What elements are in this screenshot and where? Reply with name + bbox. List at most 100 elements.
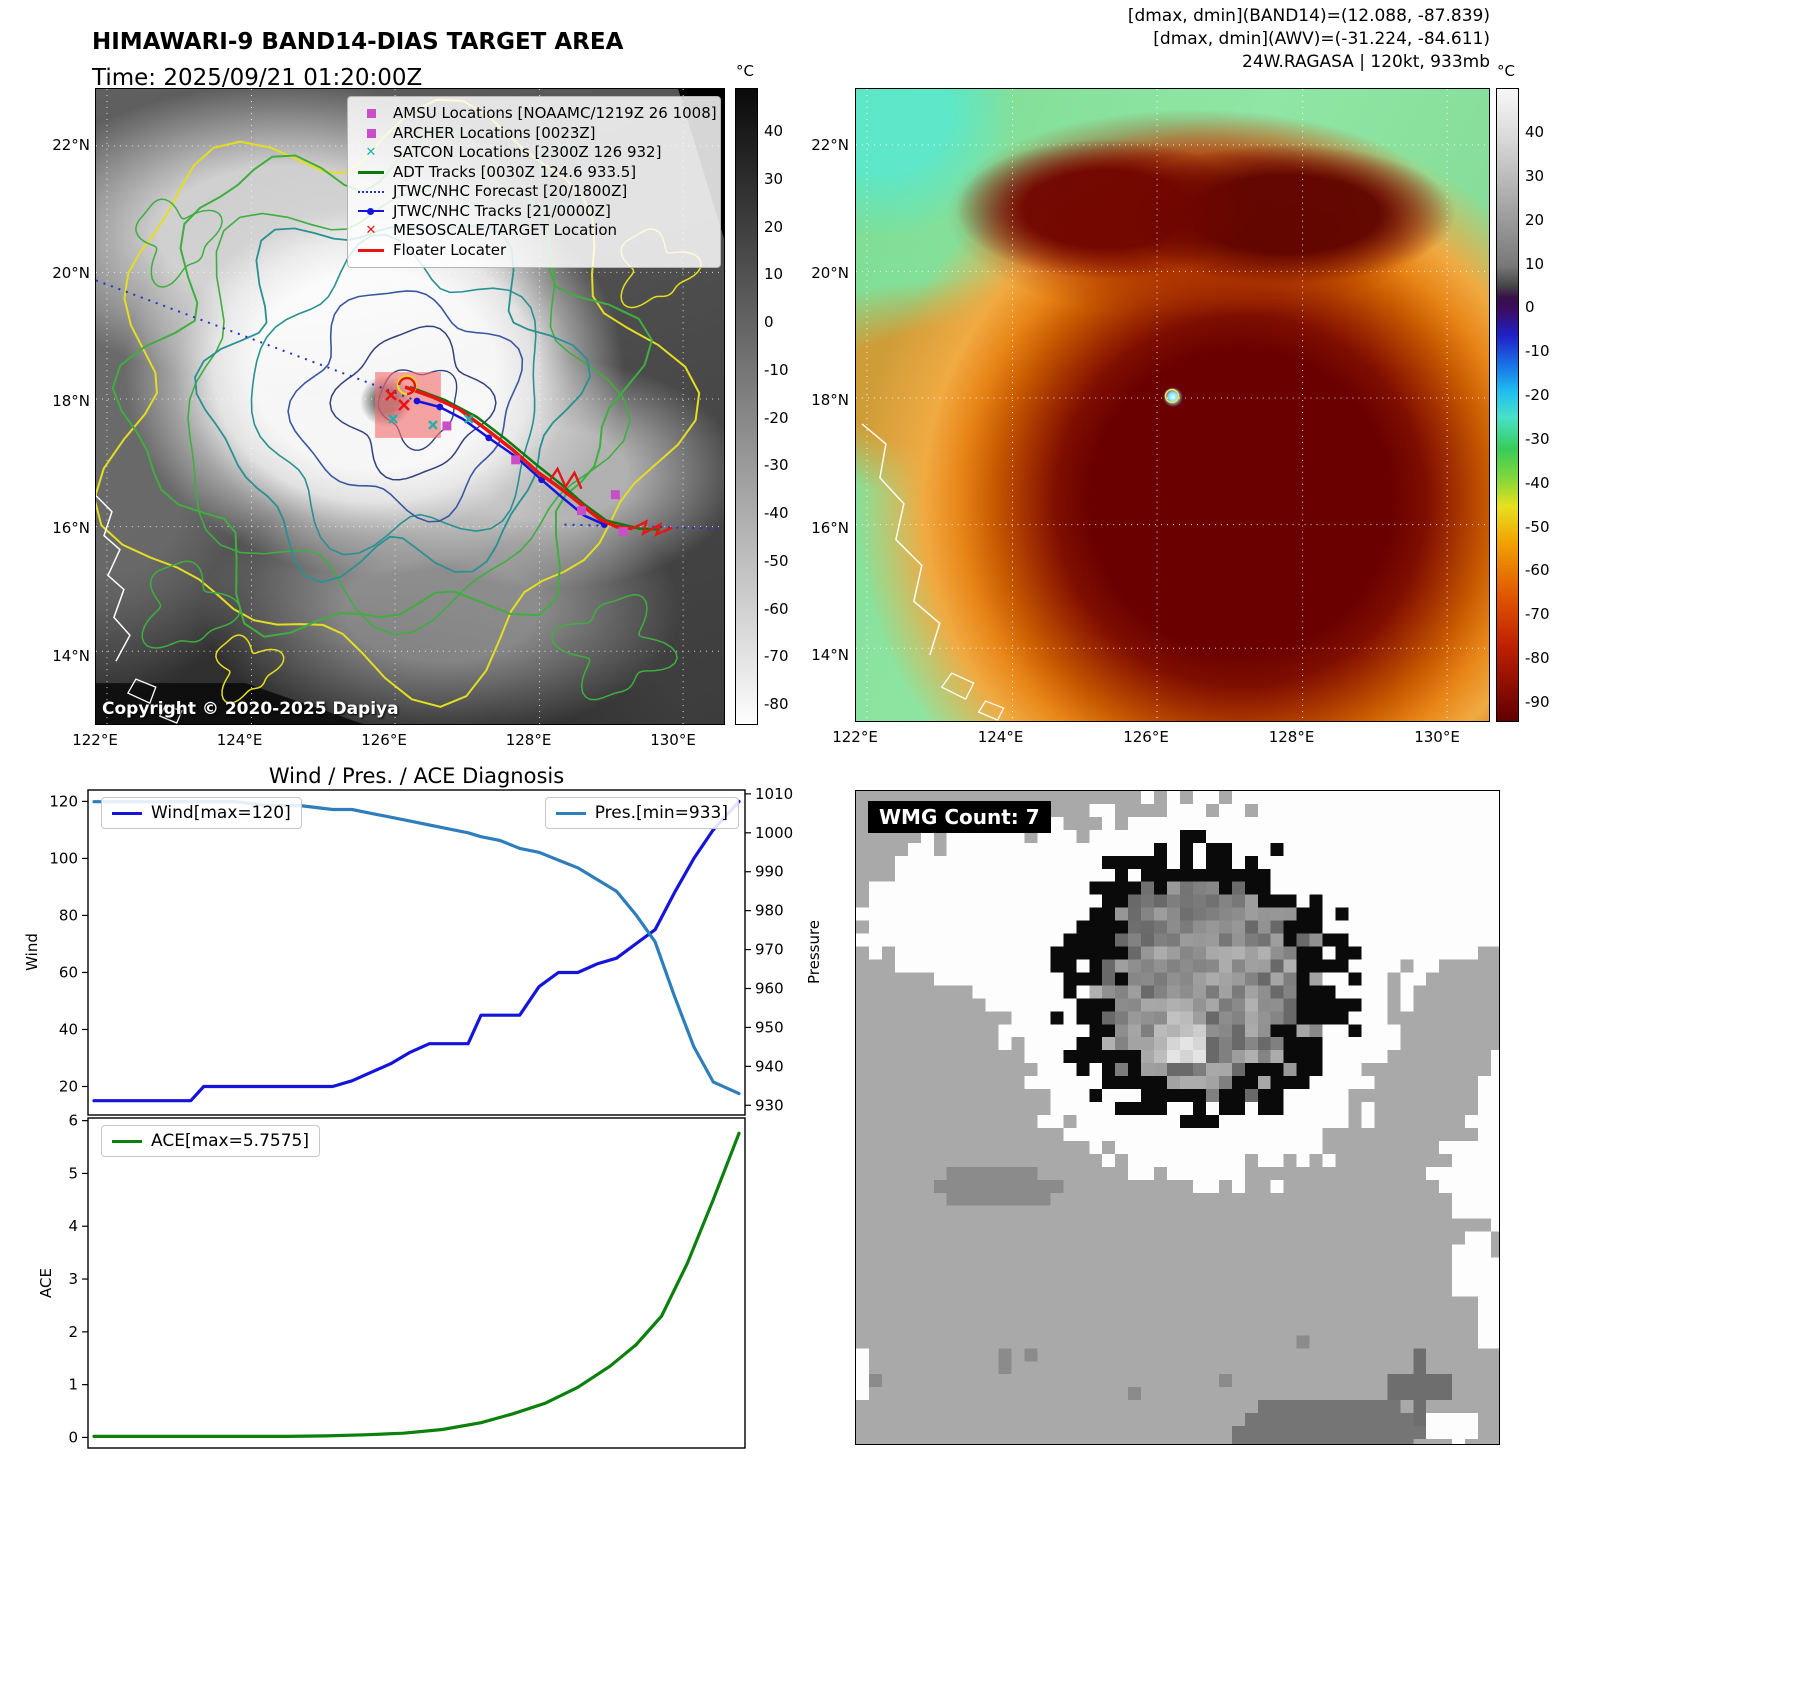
colorbar-tick: 30 <box>1525 166 1545 185</box>
y-tick-label: 1 <box>68 1376 78 1394</box>
wmg-count-badge: WMG Count: 7 <box>868 801 1051 833</box>
panel-b-titles: [dmax, dmin](BAND14)=(12.088, -87.839) [… <box>1128 5 1490 74</box>
colorbar-tick: -80 <box>1525 649 1550 668</box>
legend-label: ARCHER Locations [0023Z] <box>393 123 596 142</box>
lat-tick: 16°N <box>52 519 90 538</box>
legend-item-mesoscale: MESOSCALE/TARGET Location <box>357 221 711 241</box>
panel-a-title: HIMAWARI-9 BAND14-DIAS TARGET AREA <box>92 29 624 56</box>
colorbar-tick: 0 <box>1525 298 1535 317</box>
y-tick-label: 980 <box>755 902 784 920</box>
line-marker-icon <box>357 163 385 181</box>
y-tick-label: 5 <box>68 1164 78 1182</box>
x-marker-icon <box>357 144 385 162</box>
panel-b-lon-axis: 122°E 124°E 126°E 128°E 130°E <box>826 728 1466 746</box>
lat-tick: 20°N <box>52 263 90 282</box>
grayscale-temperature-colorbar <box>735 88 758 725</box>
legend-label: SATCON Locations [2300Z 126 932] <box>393 143 662 161</box>
legend-label: ADT Tracks [0030Z 124.6 933.5] <box>393 162 637 181</box>
lon-tick: 122°E <box>832 728 878 746</box>
legend-item-floater: Floater Locater <box>357 241 711 261</box>
dmax-dmin-awv: [dmax, dmin](AWV)=(-31.224, -84.611) <box>1153 29 1490 49</box>
ace-axis-label: ACE <box>37 1268 55 1298</box>
y-tick-label: 120 <box>49 792 78 810</box>
colorbar-tick: -30 <box>764 456 789 475</box>
colorbar-tick: -40 <box>764 504 789 522</box>
colorbar-tick: -70 <box>764 647 789 666</box>
y-tick-label: 990 <box>755 863 784 881</box>
colorbar-unit: °C <box>736 62 754 80</box>
panel-b-lat-axis: 22°N 20°N 18°N 16°N 14°N <box>795 88 849 722</box>
legend-item-tracks: JTWC/NHC Tracks [21/0000Z] <box>357 202 711 222</box>
colorbar-tick: 10 <box>764 265 784 284</box>
panel-a-lat-axis: 22°N 20°N 18°N 16°N 14°N <box>36 88 90 725</box>
colorbar-ticks: 40 30 20 10 0 -10 -20 -30 -40 -50 -60 -70 -80 <box>764 88 789 725</box>
line-marker-icon <box>112 1139 142 1143</box>
y-tick-label: 0 <box>68 1428 78 1446</box>
square-marker-icon <box>357 105 385 123</box>
legend-item-satcon: SATCON Locations [2300Z 126 932] <box>357 143 711 163</box>
y-tick-label: 80 <box>59 906 78 924</box>
colorbar-tick: -50 <box>764 551 789 570</box>
lon-tick: 122°E <box>72 731 118 749</box>
map-legend: AMSU Locations [NOAAMC/1219Z 26 1008] AR… <box>347 96 721 268</box>
ace-legend: ACE[max=5.7575] <box>101 1125 320 1157</box>
wmg-panel: WMG Count: 7 <box>855 790 1500 1445</box>
legend-item-adt: ADT Tracks [0030Z 124.6 933.5] <box>357 163 711 183</box>
y-tick-label: 950 <box>755 1018 784 1036</box>
wind-legend: Wind[max=120] <box>101 797 302 829</box>
wind-axis-label: Wind <box>23 933 41 971</box>
legend-item-forecast: JTWC/NHC Forecast [20/1800Z] <box>357 182 711 202</box>
line-marker-icon <box>112 811 142 815</box>
lon-tick: 124°E <box>216 731 263 749</box>
colorbar-unit: °C <box>1497 62 1515 80</box>
lon-tick: 128°E <box>1268 728 1315 746</box>
colorbar-tick: -20 <box>1525 386 1550 405</box>
pressure-legend-label: Pres.[min=933] <box>594 803 728 823</box>
colorbar-tick: -70 <box>1525 605 1550 624</box>
pressure-axis-label: Pressure <box>805 919 823 985</box>
lat-tick: 14°N <box>811 646 849 664</box>
colorbar-tick: 20 <box>1525 210 1545 229</box>
copyright-text: Copyright © 2020-2025 Dapiya <box>102 699 399 719</box>
y-tick-label: 60 <box>59 963 78 981</box>
colorbar-tick: 0 <box>764 313 774 331</box>
legend-label: AMSU Locations [NOAAMC/1219Z 26 1008] <box>393 104 717 122</box>
lon-tick: 130°E <box>1414 728 1460 746</box>
colorbar-tick: -30 <box>1525 429 1550 448</box>
y-tick-label: 3 <box>68 1270 78 1288</box>
lon-tick: 124°E <box>977 728 1024 746</box>
wind-legend-label: Wind[max=120] <box>151 803 291 823</box>
legend-item-archer: ARCHER Locations [0023Z] <box>357 124 711 144</box>
colorbar-tick: 40 <box>1525 123 1545 141</box>
dmax-dmin-band14: [dmax, dmin](BAND14)=(12.088, -87.839) <box>1127 6 1490 26</box>
legend-label: Floater Locater <box>393 240 507 259</box>
series-ace <box>92 1131 741 1439</box>
colorbar-tick: 30 <box>764 169 784 188</box>
colorbar-tick: -50 <box>1525 517 1550 536</box>
colorbar-tick: -60 <box>764 599 789 618</box>
lat-tick: 18°N <box>52 391 90 410</box>
enhanced-ir-overlay-graphics <box>856 89 1489 721</box>
wind-pressure-ace-charts: 2040608010012093094095096097098099010001… <box>49 785 793 1449</box>
legend-item-amsu: AMSU Locations [NOAAMC/1219Z 26 1008] <box>357 104 717 124</box>
colorbar-ticks: 40 30 20 10 0 -10 -20 -30 -40 -50 -60 -70 -80 -90 <box>1525 88 1550 722</box>
line-marker-icon <box>357 241 385 259</box>
lon-tick: 128°E <box>505 731 552 749</box>
y-tick-label: 4 <box>68 1217 78 1235</box>
square-marker-icon <box>357 124 385 142</box>
ace-legend-label: ACE[max=5.7575] <box>151 1131 309 1151</box>
y-tick-label: 2 <box>68 1323 78 1341</box>
chart-title: Wind / Pres. / ACE Diagnosis <box>268 764 565 789</box>
y-tick-label: 1010 <box>755 785 793 803</box>
colorbar-tick: -40 <box>1525 473 1550 492</box>
wmg-pixel-image <box>856 791 1499 1444</box>
colorbar-tick: 40 <box>764 122 784 140</box>
colorbar-tick: -10 <box>764 360 789 379</box>
legend-label: MESOSCALE/TARGET Location <box>393 221 618 239</box>
dotted-line-marker-icon <box>357 183 385 201</box>
y-tick-label: 940 <box>755 1057 784 1075</box>
y-tick-label: 6 <box>68 1112 78 1130</box>
colorbar-tick: -90 <box>1525 692 1550 711</box>
lon-tick: 126°E <box>361 731 407 749</box>
x-marker-icon <box>357 222 385 240</box>
